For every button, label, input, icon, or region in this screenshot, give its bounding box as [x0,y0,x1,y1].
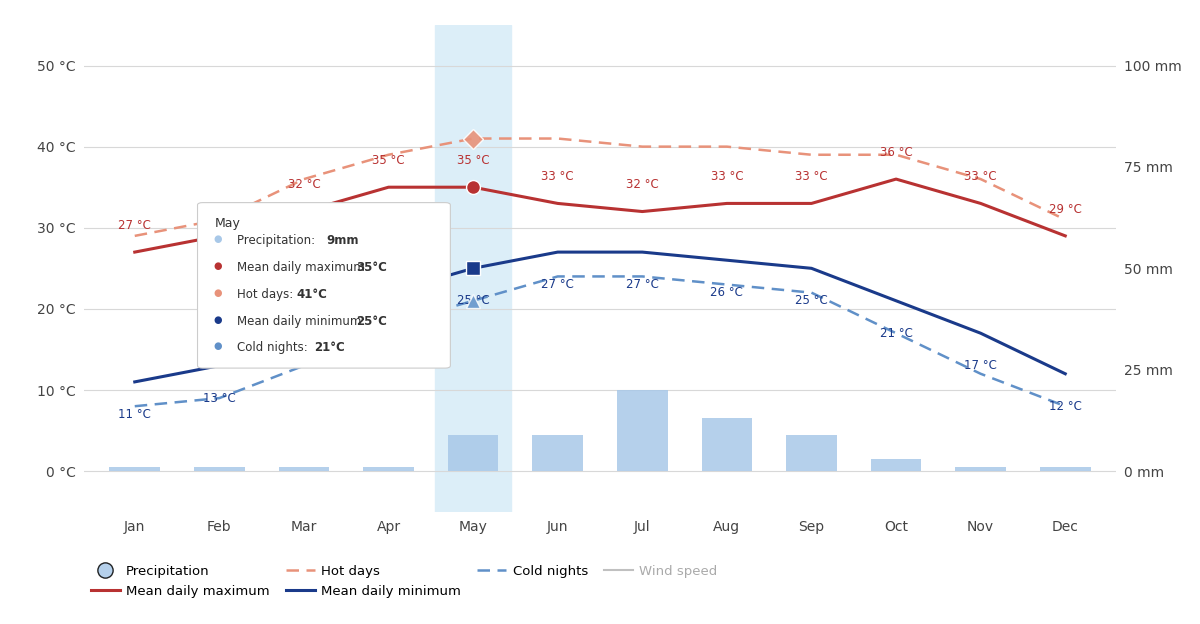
Bar [436,25,511,512]
Text: Cold nights:: Cold nights: [236,341,311,354]
Text: Precipitation:: Precipitation: [236,234,319,247]
Text: ●: ● [214,261,222,271]
Text: 33 °C: 33 °C [965,170,997,183]
Bar [871,459,922,471]
Text: 25 °C: 25 °C [796,295,828,307]
Text: 29 °C: 29 °C [1049,203,1081,216]
Text: 33 °C: 33 °C [541,170,574,183]
Text: 32 °C: 32 °C [288,178,320,192]
Bar [533,435,583,471]
Text: 36 °C: 36 °C [880,146,912,159]
Text: 27 °C: 27 °C [541,278,574,291]
Text: Hot days:: Hot days: [236,288,296,301]
Text: 29 °C: 29 °C [203,203,235,216]
Bar [955,467,1006,471]
Text: 22 °C: 22 °C [372,319,404,331]
FancyBboxPatch shape [198,203,450,368]
Text: 35 °C: 35 °C [372,154,404,167]
Text: 17 °C: 17 °C [965,359,997,372]
Text: 25°C: 25°C [356,314,388,328]
Bar [194,467,245,471]
Text: 41°C: 41°C [296,288,328,301]
Text: 26 °C: 26 °C [710,286,743,299]
Bar [109,467,160,471]
Text: ●: ● [214,288,222,298]
Text: 25 °C: 25 °C [457,295,490,307]
Text: 9mm: 9mm [326,234,359,247]
Text: Mean daily maximum:: Mean daily maximum: [236,261,372,274]
Bar [1040,467,1091,471]
Text: 27 °C: 27 °C [119,219,151,232]
Bar [364,467,414,471]
Text: 35 °C: 35 °C [457,154,490,167]
Text: ●: ● [214,234,222,244]
Text: May: May [215,217,241,230]
Bar [617,390,667,471]
Text: 33 °C: 33 °C [710,170,743,183]
Bar [702,419,752,471]
Text: 27 °C: 27 °C [626,278,659,291]
Text: Mean daily minimum:: Mean daily minimum: [236,314,368,328]
Text: 33 °C: 33 °C [796,170,828,183]
Text: 12 °C: 12 °C [1049,400,1081,412]
Bar [786,435,836,471]
Text: 21 °C: 21 °C [880,327,912,339]
Text: ●: ● [214,341,222,351]
Bar [448,435,498,471]
Text: 35°C: 35°C [356,261,388,274]
Text: 21°C: 21°C [314,341,346,354]
Text: 32 °C: 32 °C [626,178,659,192]
Text: 13 °C: 13 °C [203,392,235,404]
Text: 11 °C: 11 °C [119,408,151,421]
Text: ●: ● [214,314,222,324]
Bar [278,467,329,471]
Legend: Precipitation, Mean daily maximum, Hot days, Mean daily minimum, Cold nights, Wi: Precipitation, Mean daily maximum, Hot d… [90,565,718,598]
Text: 18 °C: 18 °C [288,351,320,364]
